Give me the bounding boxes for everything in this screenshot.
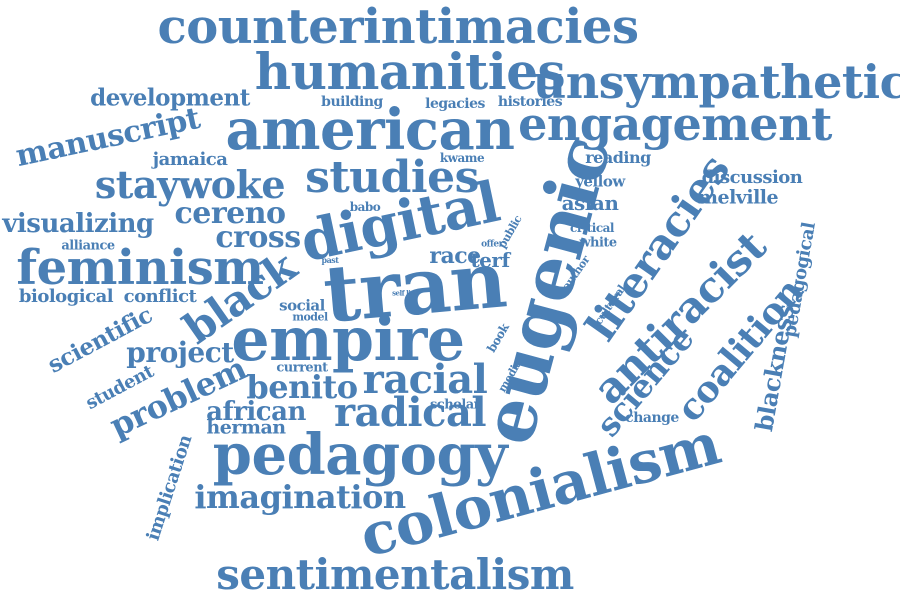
word-asian: asian: [561, 191, 619, 215]
word-race: race: [429, 243, 481, 269]
word-change: change: [625, 410, 679, 426]
word-american: american: [225, 97, 515, 163]
word-legacies: legacies: [425, 96, 485, 112]
word-project: project: [126, 336, 234, 369]
word-visualizing: visualizing: [2, 209, 154, 239]
word-building: building: [321, 94, 383, 110]
word-melville: melville: [697, 186, 779, 209]
word-social: social: [279, 296, 325, 315]
word-african: african: [206, 397, 306, 427]
word-jamaica: jamaica: [152, 149, 228, 170]
word-studies: studies: [305, 152, 479, 203]
word-past: past: [321, 255, 339, 265]
word-feminism: feminism: [16, 240, 264, 296]
word-biological: biological: [18, 286, 114, 307]
word-counterintimacies: counterintimacies: [157, 0, 640, 55]
word-kwame: kwame: [439, 151, 485, 165]
word-white: white: [579, 235, 617, 251]
word-alliance: alliance: [61, 238, 115, 254]
word-model: model: [292, 310, 328, 324]
word-engagement: engagement: [518, 97, 832, 151]
word-cross: cross: [215, 220, 301, 255]
word-unsympathetic: unsympathetic: [532, 55, 900, 109]
word-current: current: [276, 360, 328, 376]
word-terf: terf: [470, 248, 510, 272]
word-pedagogy: pedagogy: [212, 422, 508, 488]
word-conflict: conflict: [123, 286, 197, 307]
word-staywoke: staywoke: [94, 162, 286, 207]
word-scholar: scholar: [429, 397, 481, 413]
word-offer: offer: [481, 239, 503, 250]
word-herman: herman: [206, 416, 286, 439]
word-self-live: self live: [392, 288, 418, 298]
word-implication: implication: [142, 432, 197, 544]
word-histories: histories: [497, 94, 563, 110]
word-development: development: [90, 84, 250, 112]
word-yellow: yellow: [575, 172, 625, 191]
word-humanities: humanities: [254, 42, 566, 101]
word-critical: critical: [570, 221, 614, 235]
word-radical: radical: [333, 389, 487, 436]
word-discussion: discussion: [701, 167, 803, 188]
word-imagination: imagination: [194, 478, 406, 516]
word-reading: reading: [585, 148, 651, 167]
word-sentimentalism: sentimentalism: [216, 550, 574, 594]
word-cereno: cereno: [174, 196, 286, 231]
word-benito: benito: [246, 368, 358, 406]
word-babo: babo: [349, 200, 381, 214]
word-racial: racial: [362, 356, 488, 403]
word-empire: empire: [231, 305, 465, 375]
